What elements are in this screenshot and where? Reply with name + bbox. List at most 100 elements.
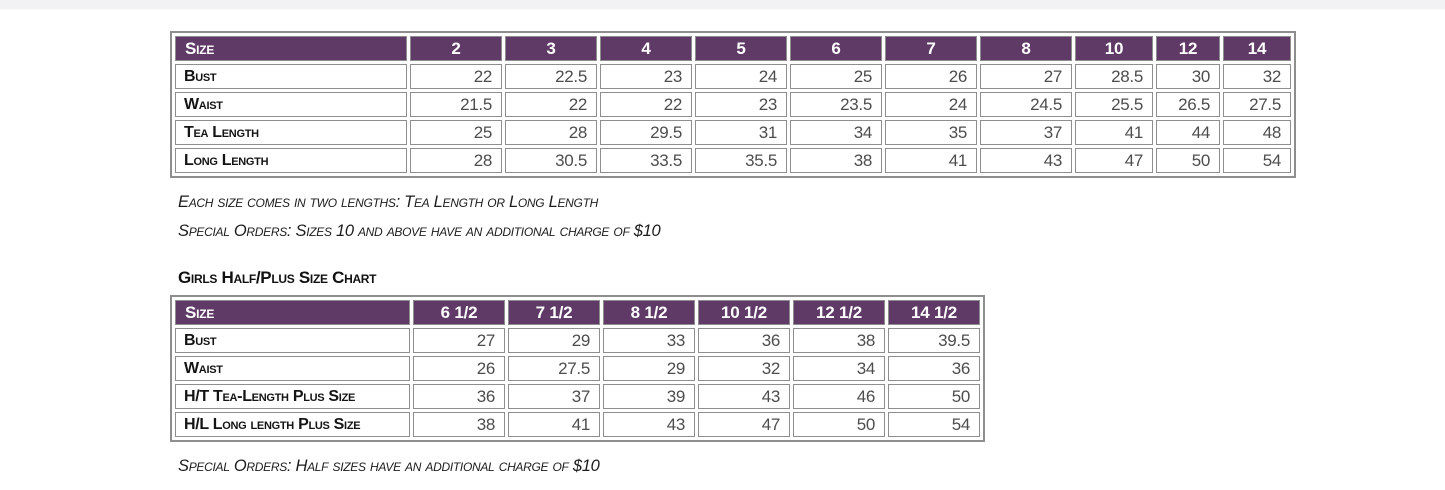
row-label-long-length: Long Length	[175, 148, 407, 173]
measurement-cell: 41	[1075, 120, 1153, 145]
header-cell-size-3: 3	[505, 36, 597, 61]
girls-half-plus-size-chart-table: Size 6 1/2 7 1/2 8 1/2 10 1/2 12 1/2 14 …	[170, 295, 985, 442]
measurement-cell: 37	[980, 120, 1072, 145]
table-row-hl-long-length-plus: H/L Long length Plus Size 38 41 43 47 50…	[175, 412, 980, 437]
header-cell-size-5: 5	[695, 36, 787, 61]
page-top-strip	[0, 0, 1445, 10]
row-label-ht-tea-length-plus: H/T Tea-Length Plus Size	[175, 384, 410, 409]
measurement-cell: 25	[790, 64, 882, 89]
header-cell-size-7: 7	[885, 36, 977, 61]
measurement-cell: 46	[793, 384, 885, 409]
measurement-cell: 38	[793, 328, 885, 353]
table-row-long-length: Long Length 28 30.5 33.5 35.5 38 41 43 4…	[175, 148, 1291, 173]
measurement-cell: 27.5	[508, 356, 600, 381]
header-cell-size-6: 6	[790, 36, 882, 61]
header-cell-size-10-half: 10 1/2	[698, 300, 790, 325]
header-cell-size-2: 2	[410, 36, 502, 61]
measurement-cell: 25	[410, 120, 502, 145]
measurement-cell: 36	[888, 356, 980, 381]
measurement-cell: 27	[980, 64, 1072, 89]
measurement-cell: 28	[505, 120, 597, 145]
measurement-cell: 41	[885, 148, 977, 173]
measurement-cell: 36	[698, 328, 790, 353]
measurement-cell: 23	[600, 64, 692, 89]
measurement-cell: 39	[603, 384, 695, 409]
measurement-cell: 24	[885, 92, 977, 117]
table-row-waist: Waist 21.5 22 22 23 23.5 24 24.5 25.5 26…	[175, 92, 1291, 117]
measurement-cell: 43	[603, 412, 695, 437]
header-cell-size-6-half: 6 1/2	[413, 300, 505, 325]
measurement-cell: 47	[698, 412, 790, 437]
measurement-cell: 28.5	[1075, 64, 1153, 89]
header-cell-size: Size	[175, 300, 410, 325]
table-row-waist: Waist 26 27.5 29 32 34 36	[175, 356, 980, 381]
header-cell-size-8: 8	[980, 36, 1072, 61]
measurement-cell: 26.5	[1156, 92, 1220, 117]
measurement-cell: 32	[1223, 64, 1291, 89]
measurement-cell: 21.5	[410, 92, 502, 117]
header-cell-size-7-half: 7 1/2	[508, 300, 600, 325]
row-label-tea-length: Tea Length	[175, 120, 407, 145]
row-label-waist: Waist	[175, 92, 407, 117]
measurement-cell: 32	[698, 356, 790, 381]
header-cell-size-4: 4	[600, 36, 692, 61]
measurement-cell: 29	[603, 356, 695, 381]
header-cell-size-14-half: 14 1/2	[888, 300, 980, 325]
measurement-cell: 29	[508, 328, 600, 353]
row-label-bust: Bust	[175, 64, 407, 89]
header-cell-size-10: 10	[1075, 36, 1153, 61]
measurement-cell: 30.5	[505, 148, 597, 173]
measurement-cell: 37	[508, 384, 600, 409]
half-plus-size-chart-title: Girls Half/Plus Size Chart	[178, 268, 377, 287]
measurement-cell: 34	[790, 120, 882, 145]
measurement-cell: 26	[413, 356, 505, 381]
measurement-cell: 33	[603, 328, 695, 353]
measurement-cell: 50	[1156, 148, 1220, 173]
measurement-cell: 23.5	[790, 92, 882, 117]
measurement-cell: 38	[413, 412, 505, 437]
measurement-cell: 33.5	[600, 148, 692, 173]
measurement-cell: 28	[410, 148, 502, 173]
measurement-cell: 41	[508, 412, 600, 437]
header-cell-size-14: 14	[1223, 36, 1291, 61]
measurement-cell: 44	[1156, 120, 1220, 145]
measurement-cell: 35.5	[695, 148, 787, 173]
measurement-cell: 50	[793, 412, 885, 437]
measurement-cell: 43	[698, 384, 790, 409]
measurement-cell: 54	[1223, 148, 1291, 173]
size-chart-page: Size 2 3 4 5 6 7 8 10 12 14 Bust 22 22.5…	[170, 10, 1445, 481]
measurement-cell: 50	[888, 384, 980, 409]
note-two-lengths: Each size comes in two lengths: Tea Leng…	[178, 193, 598, 211]
measurement-cell: 47	[1075, 148, 1153, 173]
half-size-chart-header-row: Size 6 1/2 7 1/2 8 1/2 10 1/2 12 1/2 14 …	[175, 300, 980, 325]
measurement-cell: 31	[695, 120, 787, 145]
measurement-cell: 24	[695, 64, 787, 89]
measurement-cell: 23	[695, 92, 787, 117]
table-row-tea-length: Tea Length 25 28 29.5 31 34 35 37 41 44 …	[175, 120, 1291, 145]
measurement-cell: 43	[980, 148, 1072, 173]
header-cell-size: Size	[175, 36, 407, 61]
header-cell-size-8-half: 8 1/2	[603, 300, 695, 325]
measurement-cell: 39.5	[888, 328, 980, 353]
measurement-cell: 22.5	[505, 64, 597, 89]
table-row-ht-tea-length-plus: H/T Tea-Length Plus Size 36 37 39 43 46 …	[175, 384, 980, 409]
table-row-bust: Bust 22 22.5 23 24 25 26 27 28.5 30 32	[175, 64, 1291, 89]
measurement-cell: 48	[1223, 120, 1291, 145]
measurement-cell: 34	[793, 356, 885, 381]
note-special-orders-sizes-10: Special Orders: Sizes 10 and above have …	[178, 222, 661, 240]
table-row-bust: Bust 27 29 33 36 38 39.5	[175, 328, 980, 353]
measurement-cell: 35	[885, 120, 977, 145]
size-chart-header-row: Size 2 3 4 5 6 7 8 10 12 14	[175, 36, 1291, 61]
measurement-cell: 22	[600, 92, 692, 117]
measurement-cell: 38	[790, 148, 882, 173]
measurement-cell: 27	[413, 328, 505, 353]
measurement-cell: 22	[410, 64, 502, 89]
measurement-cell: 30	[1156, 64, 1220, 89]
header-cell-size-12: 12	[1156, 36, 1220, 61]
note-special-orders-half-sizes: Special Orders: Half sizes have an addit…	[178, 457, 600, 475]
measurement-cell: 54	[888, 412, 980, 437]
row-label-bust: Bust	[175, 328, 410, 353]
measurement-cell: 22	[505, 92, 597, 117]
measurement-cell: 29.5	[600, 120, 692, 145]
measurement-cell: 24.5	[980, 92, 1072, 117]
